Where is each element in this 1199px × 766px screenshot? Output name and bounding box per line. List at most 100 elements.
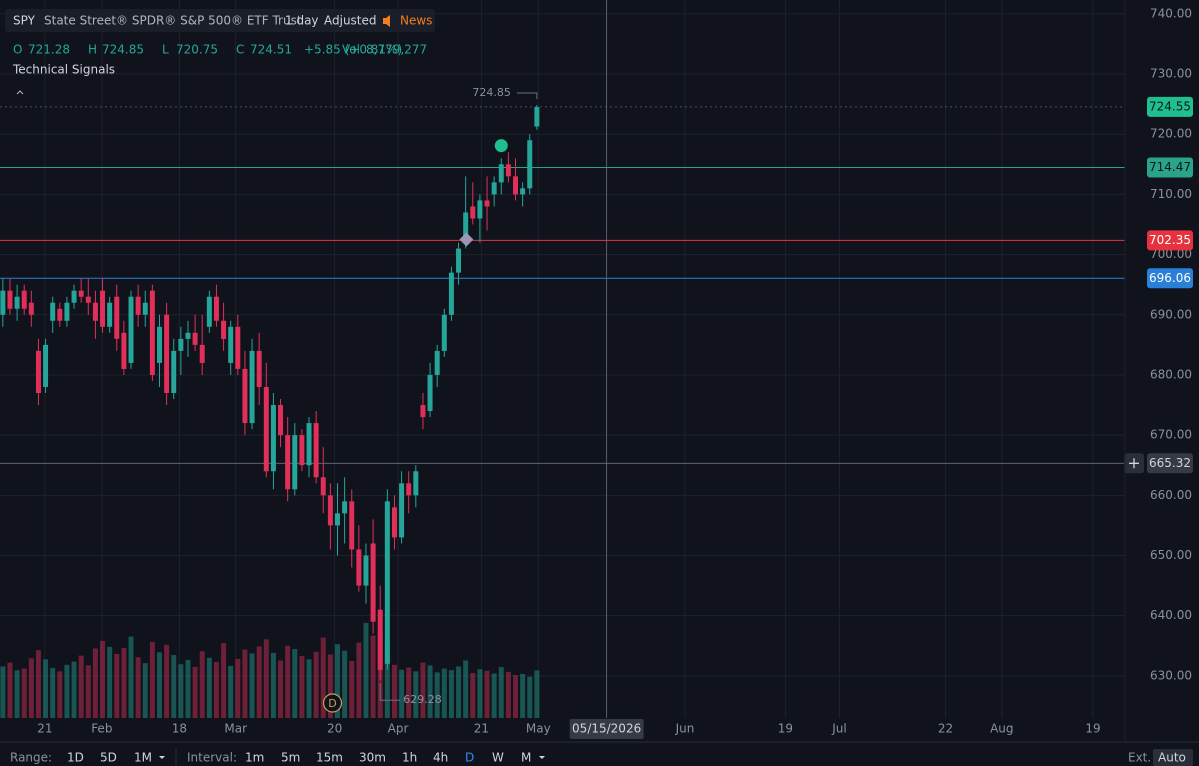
candle-body xyxy=(320,477,326,496)
adjusted[interactable]: Adjusted xyxy=(324,14,377,28)
news[interactable]: News xyxy=(400,14,432,28)
candle-body xyxy=(391,507,397,538)
volume-bar xyxy=(477,669,483,718)
candle-body xyxy=(14,296,20,309)
candle-body xyxy=(92,302,98,321)
candle-body xyxy=(221,320,227,339)
volume-bar xyxy=(320,637,326,718)
candle-body xyxy=(64,302,70,321)
range-1m[interactable]: 1M xyxy=(134,751,152,765)
volume-bar xyxy=(142,663,148,718)
volume-bar xyxy=(427,665,433,718)
candle-body xyxy=(57,308,63,321)
y-tick-label: 720.00 xyxy=(1150,127,1192,141)
candle-body xyxy=(306,423,312,466)
candle-body xyxy=(292,435,298,490)
volume-bar xyxy=(306,659,312,718)
volume-bar xyxy=(64,664,70,718)
candle-body xyxy=(413,471,419,496)
level-label-box xyxy=(1147,157,1193,178)
interval-btn[interactable]: 15m xyxy=(316,751,343,765)
symbol: SPY xyxy=(13,14,36,28)
o-letter: O xyxy=(13,43,22,57)
x-tick-label: Mar xyxy=(224,722,247,736)
dropdown-icon[interactable] xyxy=(159,756,165,759)
volume-bar xyxy=(356,642,362,718)
change: +5.85 (+0.81%) xyxy=(304,43,402,57)
collapse-icon[interactable] xyxy=(16,90,24,95)
low-marker-label: 629.28 xyxy=(403,693,442,706)
volume-bar xyxy=(128,636,134,718)
volume-bar xyxy=(520,674,526,718)
close-value: 724.51 xyxy=(250,43,292,57)
volume-bar xyxy=(206,657,212,718)
candle-body xyxy=(35,350,41,394)
interval-btn[interactable]: 30m xyxy=(359,751,386,765)
interval-btn[interactable]: W xyxy=(492,751,504,765)
volume-bar xyxy=(456,666,462,718)
volume-bar xyxy=(292,649,298,718)
interval[interactable]: 1 day xyxy=(285,14,319,28)
volume-bar xyxy=(505,671,511,718)
volume-bar xyxy=(491,673,497,718)
interval-btn[interactable]: 5m xyxy=(281,751,300,765)
candle-body xyxy=(278,405,284,436)
candle-body xyxy=(477,200,483,219)
candle-body xyxy=(470,206,476,219)
volume-bar xyxy=(164,644,170,718)
interval-btn[interactable]: 1h xyxy=(402,751,417,765)
signal-diamond xyxy=(459,232,474,247)
volume-bar xyxy=(235,658,241,718)
volume-bar xyxy=(335,644,340,718)
candle-body xyxy=(178,338,184,351)
volume-bar xyxy=(114,653,120,718)
volume-bar xyxy=(71,661,77,718)
volume-bar xyxy=(199,651,205,718)
y-tick-label: 670.00 xyxy=(1150,428,1192,442)
candle-body xyxy=(520,188,526,195)
volume-bar xyxy=(420,662,426,718)
y-tick-label: 690.00 xyxy=(1150,307,1192,321)
event-marker xyxy=(322,693,343,713)
volume: 8,779,277 xyxy=(366,43,427,57)
volume-bar xyxy=(270,652,276,718)
auto-toggle[interactable]: Auto xyxy=(1158,751,1186,765)
range-1d[interactable]: 1D xyxy=(67,751,84,765)
level-label: 714.47 xyxy=(1149,160,1191,174)
candle-body xyxy=(377,609,383,670)
x-tick-label: 19 xyxy=(778,722,793,736)
dropdown-icon[interactable] xyxy=(539,756,545,759)
volume-bar xyxy=(228,665,234,718)
volume-bar xyxy=(327,654,333,718)
candle-body xyxy=(270,405,276,472)
volume-bar xyxy=(192,666,198,718)
interval-btn-active[interactable]: D xyxy=(465,751,474,765)
candle-body xyxy=(121,332,127,369)
low-value: 720.75 xyxy=(176,43,218,57)
interval-btn[interactable]: 4h xyxy=(433,751,448,765)
range-5d[interactable]: 5D xyxy=(100,751,117,765)
candle-body xyxy=(185,332,191,339)
c-letter: C xyxy=(236,43,244,57)
x-tick-label: May xyxy=(526,722,551,736)
candle-body xyxy=(128,296,134,363)
candle-body xyxy=(71,290,77,303)
x-tick-label: 19 xyxy=(1085,722,1100,736)
candle-body xyxy=(527,140,533,189)
volume-bar xyxy=(149,642,155,718)
volume-bar xyxy=(7,662,13,718)
candle-body xyxy=(420,405,426,418)
range-label: Range: xyxy=(10,751,52,765)
h-letter: H xyxy=(88,43,97,57)
volume-bar xyxy=(342,650,348,718)
interval-btn[interactable]: 1m xyxy=(245,751,264,765)
level-label-box xyxy=(1147,230,1193,251)
x-tick-label: Aug xyxy=(990,722,1013,736)
ext-toggle[interactable]: Ext. xyxy=(1128,751,1151,765)
vol-label: Vol xyxy=(342,43,360,57)
volume-bar xyxy=(213,662,219,718)
candle-body xyxy=(7,290,13,309)
volume-bar xyxy=(92,648,98,718)
interval-btn[interactable]: M xyxy=(521,751,531,765)
